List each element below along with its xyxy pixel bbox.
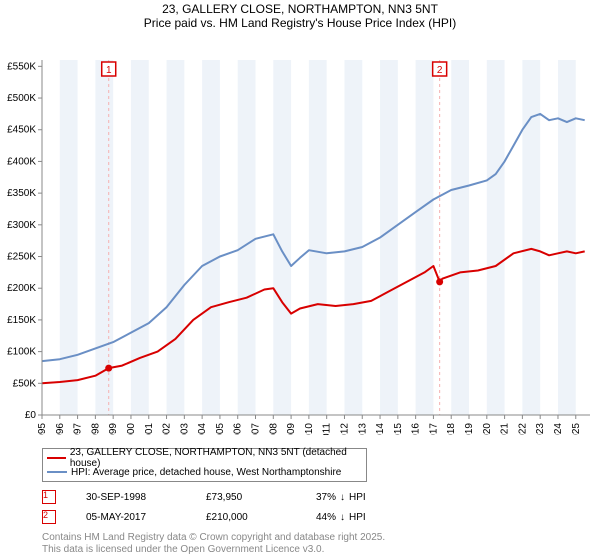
svg-text:£250K: £250K — [7, 252, 36, 263]
svg-text:2016: 2016 — [411, 423, 422, 435]
chart-title-line1: 23, GALLERY CLOSE, NORTHAMPTON, NN3 5NT — [0, 0, 600, 16]
svg-text:£500K: £500K — [7, 93, 36, 104]
svg-text:1999: 1999 — [108, 423, 119, 435]
line-chart: £0 £50K £100K £150K £200K £250K £300K £350K £400… — [0, 30, 600, 435]
svg-text:1998: 1998 — [90, 423, 101, 435]
svg-text:2014: 2014 — [375, 423, 386, 435]
sale-cmp: HPI — [349, 492, 366, 503]
svg-text:£0: £0 — [25, 410, 37, 421]
sale-row-1: 1 30-SEP-1998 £73,950 37% ↓ HPI — [42, 490, 366, 504]
svg-text:2007: 2007 — [251, 423, 262, 435]
svg-text:£450K: £450K — [7, 125, 36, 136]
legend: 23, GALLERY CLOSE, NORTHAMPTON, NN3 5NT … — [42, 448, 367, 482]
sale-pct: 37% — [316, 492, 336, 503]
sale-cmp: HPI — [349, 512, 366, 523]
sale-date: 30-SEP-1998 — [86, 492, 186, 503]
attribution-line2: This data is licensed under the Open Gov… — [42, 544, 324, 555]
svg-text:2: 2 — [437, 65, 443, 76]
svg-text:2006: 2006 — [233, 423, 244, 435]
svg-text:2008: 2008 — [268, 423, 279, 435]
sale-pct: 44% — [316, 512, 336, 523]
legend-swatch — [47, 471, 67, 473]
sale-price: £73,950 — [206, 492, 286, 503]
svg-text:2004: 2004 — [197, 423, 208, 435]
svg-text:2019: 2019 — [464, 423, 475, 435]
sale-price: £210,000 — [206, 512, 286, 523]
svg-text:2017: 2017 — [428, 423, 439, 435]
svg-text:2023: 2023 — [535, 423, 546, 435]
svg-text:2025: 2025 — [571, 423, 582, 435]
chart-title-line2: Price paid vs. HM Land Registry's House … — [0, 16, 600, 30]
svg-text:2000: 2000 — [126, 423, 137, 435]
sale-marker-icon: 2 — [42, 510, 56, 524]
svg-text:£50K: £50K — [13, 378, 37, 389]
svg-text:2021: 2021 — [500, 423, 511, 435]
legend-item-property: 23, GALLERY CLOSE, NORTHAMPTON, NN3 5NT … — [47, 451, 362, 465]
svg-text:1997: 1997 — [73, 423, 84, 435]
svg-text:£400K: £400K — [7, 156, 36, 167]
svg-text:1: 1 — [106, 65, 112, 76]
sale-marker-icon: 1 — [42, 490, 56, 504]
legend-label: HPI: Average price, detached house, West… — [71, 467, 341, 478]
svg-text:2011: 2011 — [322, 423, 333, 435]
svg-text:2013: 2013 — [357, 423, 368, 435]
svg-text:£350K: £350K — [7, 188, 36, 199]
svg-text:2022: 2022 — [517, 423, 528, 435]
svg-text:2002: 2002 — [162, 423, 173, 435]
svg-text:2009: 2009 — [286, 423, 297, 435]
chart-area: £0 £50K £100K £150K £200K £250K £300K £350K £400… — [0, 30, 600, 435]
down-arrow-icon: ↓ — [340, 512, 345, 523]
svg-text:2015: 2015 — [393, 423, 404, 435]
svg-text:2005: 2005 — [215, 423, 226, 435]
svg-text:2020: 2020 — [482, 423, 493, 435]
svg-text:£200K: £200K — [7, 283, 36, 294]
svg-text:£300K: £300K — [7, 220, 36, 231]
sale-date: 05-MAY-2017 — [86, 512, 186, 523]
sale-row-2: 2 05-MAY-2017 £210,000 44% ↓ HPI — [42, 510, 366, 524]
svg-text:2024: 2024 — [553, 423, 564, 435]
legend-swatch — [47, 457, 66, 459]
svg-text:£550K: £550K — [7, 61, 36, 72]
svg-text:2001: 2001 — [144, 423, 155, 435]
svg-text:2010: 2010 — [304, 423, 315, 435]
svg-text:2018: 2018 — [446, 423, 457, 435]
legend-item-hpi: HPI: Average price, detached house, West… — [47, 465, 362, 479]
svg-text:£150K: £150K — [7, 315, 36, 326]
svg-text:2012: 2012 — [339, 423, 350, 435]
attribution-line1: Contains HM Land Registry data © Crown c… — [42, 532, 385, 543]
svg-text:1996: 1996 — [55, 423, 66, 435]
down-arrow-icon: ↓ — [340, 492, 345, 503]
svg-text:1995: 1995 — [37, 423, 48, 435]
svg-text:£100K: £100K — [7, 347, 36, 358]
svg-text:2003: 2003 — [179, 423, 190, 435]
